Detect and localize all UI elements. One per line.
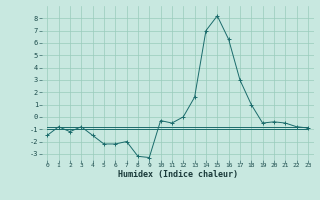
X-axis label: Humidex (Indice chaleur): Humidex (Indice chaleur)	[118, 170, 237, 179]
